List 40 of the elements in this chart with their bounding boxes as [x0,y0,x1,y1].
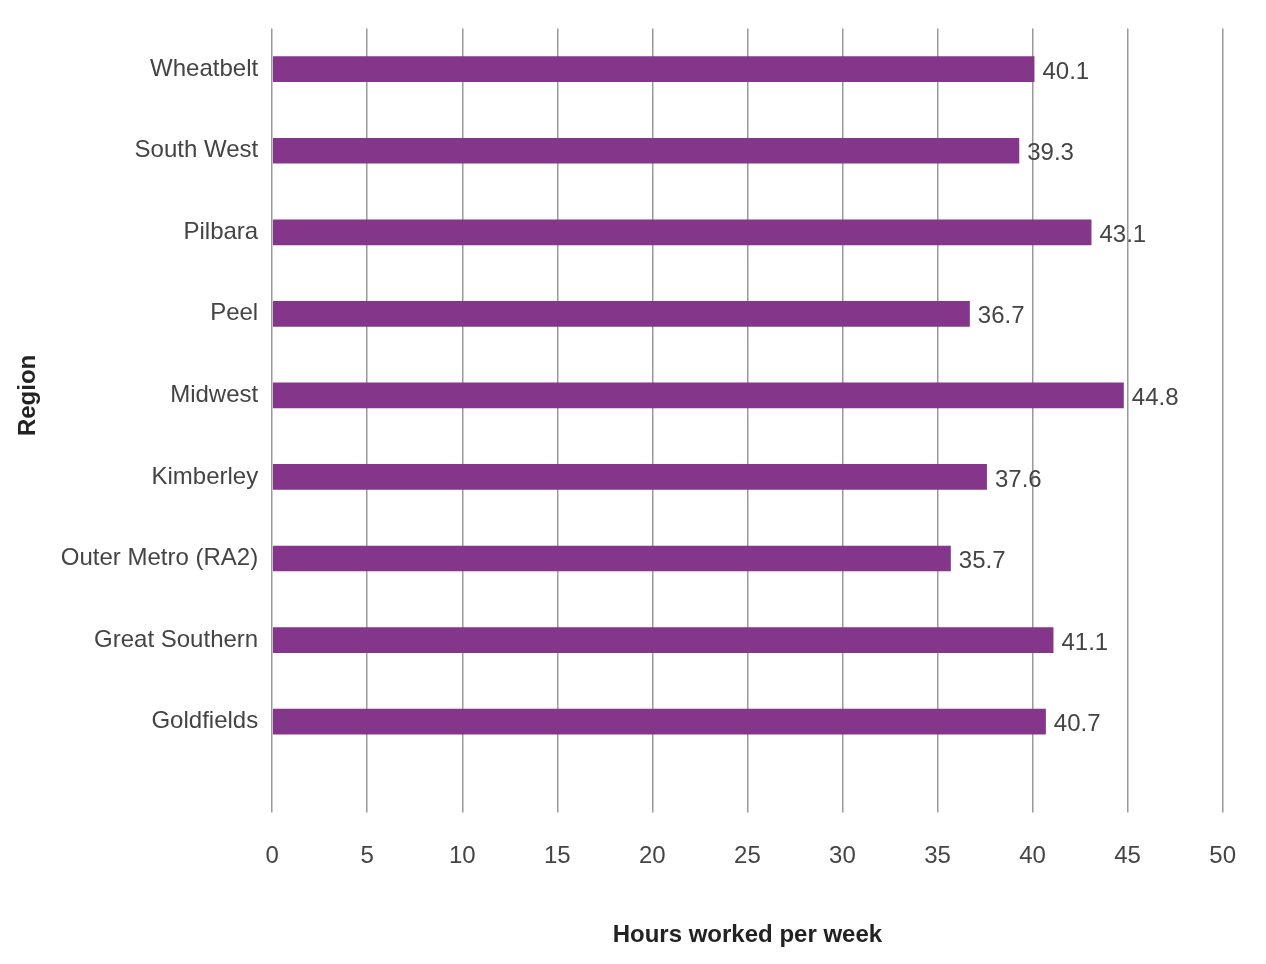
x-tick-label: 0 [265,841,279,869]
x-tick-label: 5 [360,841,374,869]
bar [272,464,987,490]
y-tick-label: South West [134,135,259,163]
x-tick-label: 30 [829,841,856,869]
bar [272,545,951,572]
bar [272,301,970,327]
bar [272,137,1020,164]
bar [272,627,1054,653]
x-axis-title: Hours worked per week [612,920,883,948]
data-label: 35.7 [958,546,1006,574]
y-tick-label: Outer Metro (RA2) [60,543,259,571]
x-tick-label: 25 [734,841,761,869]
data-label: 39.3 [1027,138,1074,166]
y-tick-label: Midwest [170,380,259,408]
y-tick-label: Peel [210,298,259,326]
x-tick-label: 10 [448,841,476,869]
bar [272,56,1035,83]
y-tick-label: Wheatbelt [150,53,259,81]
x-tick-label: 45 [1114,841,1141,869]
data-label: 44.8 [1131,383,1179,411]
x-tick-label: 35 [924,841,951,869]
y-axis-title: Region [13,354,41,437]
x-tick-label: 20 [639,841,666,869]
y-tick-label: Goldfields [151,706,259,734]
x-tick-label: 50 [1209,841,1236,869]
data-label: 36.7 [977,301,1025,329]
data-label: 40.1 [1042,56,1090,84]
data-label: 41.1 [1061,627,1109,655]
data-label: 43.1 [1099,219,1147,247]
x-tick-label: 15 [543,841,571,869]
y-tick-label: Pilbara [183,216,259,244]
bar [272,708,1046,735]
bar [272,382,1124,409]
y-tick-label: Kimberley [151,461,259,489]
x-tick-label: 40 [1019,841,1046,869]
bar [272,219,1092,246]
data-label: 40.7 [1053,709,1101,737]
data-label: 37.6 [994,464,1042,492]
y-tick-label: Great Southern [94,624,259,652]
